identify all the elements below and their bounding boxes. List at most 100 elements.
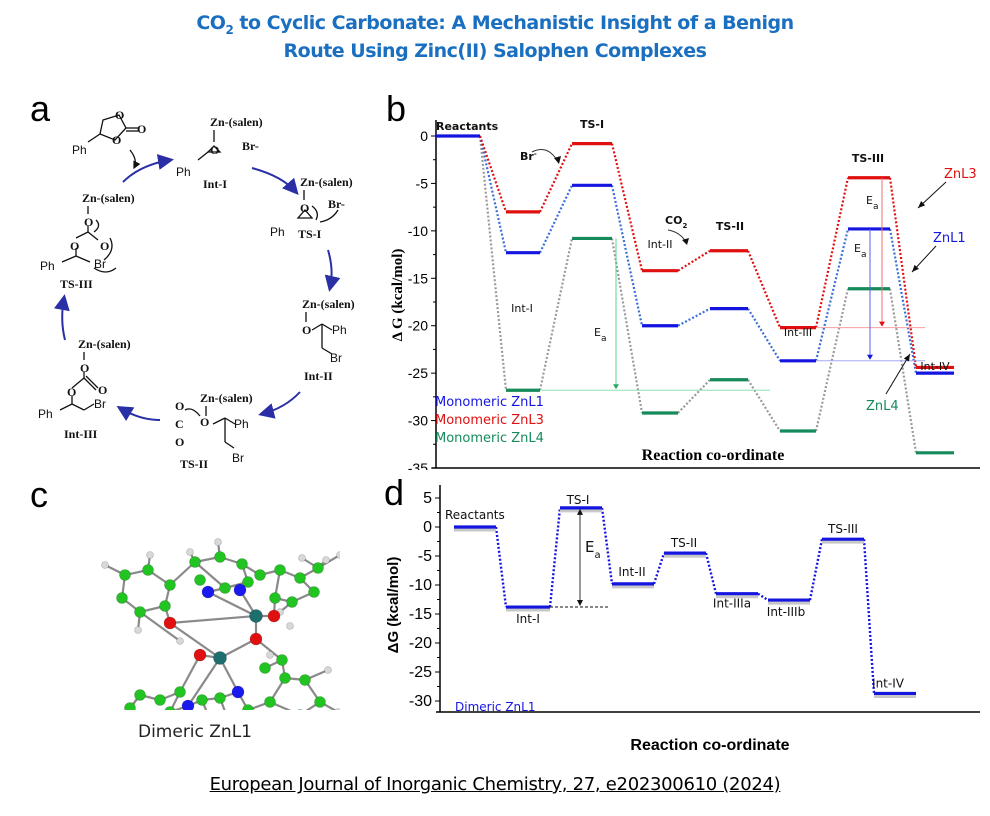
atom-ph: Ph [234,417,249,431]
label-ts2: TS-II [180,457,208,470]
pointer-zn-l3-head [918,201,926,208]
ea-arrowhead-zn-l1 [867,354,873,360]
chart-d-x-axis-label: Reaction co-ordinate [630,737,789,754]
atom-c [142,564,154,576]
ea-label-zn-l3: Ea [866,194,878,212]
connector-monomeric-znl1 [539,184,573,254]
connector-monomeric-znl4 [747,379,781,432]
chart-d-y-tick-label: -20 [409,635,432,652]
series-tag-zn-l4: ZnL4 [866,399,899,414]
pointer-zn-l4 [885,353,911,395]
bond [169,561,196,586]
chart-d-y-axis-label: ΔG (kcal/mol) [385,557,402,654]
chart-b-category-label: TS-II [716,220,744,233]
connector-dimeric-zn-l1 [494,526,508,608]
atom-o: O [115,108,124,122]
connector-dimeric-zn-l1 [757,592,769,602]
chart-d-y-tick-label: -5 [418,548,432,565]
arrow-int3-to-ts3 [53,294,70,341]
chart-d-category-label: TS-III [827,522,858,536]
atom-o: O [175,399,184,413]
connector-dimeric-zn-l1 [862,539,876,694]
chart-b-y-axis-label: Δ G (kcal/mol) [390,249,406,342]
chart-b-y-tick-label: -25 [408,365,428,381]
bond [139,611,181,642]
atom-c [134,606,146,618]
atom-c [154,694,166,706]
panel-label-d: d [384,472,405,513]
legend-entry-zn-l3: Monomeric ZnL3 [435,413,544,428]
connector-monomeric-znl1 [677,307,711,327]
zn-salen-int3: Zn-(salen) [78,337,131,351]
atom-c [214,692,226,704]
ea-label-zn-l4: Ea [594,326,606,344]
chain-int2 [305,312,333,355]
label-int1: Int-I [203,177,227,191]
energy-profile-chart-monomeric: 0 -5 -10 -15 -20 -25 -30 -35 Reactants Int-I TS-I… [390,118,980,470]
atom-o: O [137,122,146,136]
chain-int3 [59,352,99,411]
chart-b-y-tick-label: -5 [416,175,429,191]
chart-b-category-label: TS-III [852,152,884,165]
chart-b-y-tick-label: 0 [420,128,428,144]
chart-d-category-label: Int-IIIb [767,605,805,619]
chart-b-y-tick-label: -15 [408,270,428,286]
atom-ph: Ph [38,407,53,421]
atom-h [322,556,330,564]
atom-h [146,551,154,559]
atom-c: C [175,417,184,431]
chart-b-axes: 0 -5 -10 -15 -20 -25 -30 -35 [408,120,980,470]
atom-zn [249,609,263,623]
connector-monomeric-znl3 [677,249,711,272]
legend-entry-zn-l4: Monomeric ZnL4 [435,431,544,446]
title-rest-text: to Cyclic Carbonate: A Mechanistic Insig… [233,12,794,34]
chart-b-category-label: Reactants [436,120,499,133]
label-ts1: TS-I [298,227,322,241]
atom-o: O [300,201,309,215]
zn-salen-int2: Zn-(salen) [302,297,355,311]
chart-b-y-tick-label: -20 [408,318,428,334]
bromide-int1: Br- [242,139,259,153]
atom-h [214,538,222,546]
connector-monomeric-znl4 [478,135,508,391]
connector-monomeric-znl3 [888,177,918,368]
atom-br: Br [94,257,106,271]
atom-c [134,689,146,701]
bond [179,654,201,693]
chart-d-y-tick-label: -30 [409,693,432,710]
chart-b-y-tick-label: -30 [408,413,428,429]
panel-label-a: a [30,88,51,129]
chart-d-y-tick-label: 5 [423,490,432,507]
chain-ts3 [61,206,117,273]
chart-d-category-label: Int-IV [872,676,905,690]
ea-subscript: a [601,334,607,344]
atom-c [264,696,276,708]
atom-h [286,622,294,630]
atom-o: O [200,415,209,429]
atom-c [242,576,254,588]
atom-c [279,672,291,684]
arrow-ts1-to-int2 [324,249,341,292]
atom-br: Br [232,451,244,465]
dimeric-znl1-structure [101,538,340,710]
atom-h [134,626,142,634]
chart-b-category-label: Int-I [511,302,533,315]
atom-c [314,696,326,708]
connector-monomeric-znl4 [888,288,918,453]
atom-zn [213,651,227,665]
connector-monomeric-znl4 [538,238,574,391]
connector-monomeric-znl3 [539,143,573,213]
connector-monomeric-znl4 [677,379,711,414]
atom-c [299,674,311,686]
atom-br: Br [330,351,342,365]
atom-h [266,651,274,659]
bond [194,561,226,589]
connector-monomeric-znl1 [814,228,850,362]
ea-arrowhead-zn-l4 [613,384,619,390]
atom-c [214,551,226,563]
atom-o: O [302,323,311,337]
molecule-caption: Dimeric ZnL1 [137,722,252,742]
atom-o [193,648,207,662]
chart-b-x-axis-label: Reaction co-ordinate [642,447,785,464]
epoxide-int1 [197,130,222,161]
